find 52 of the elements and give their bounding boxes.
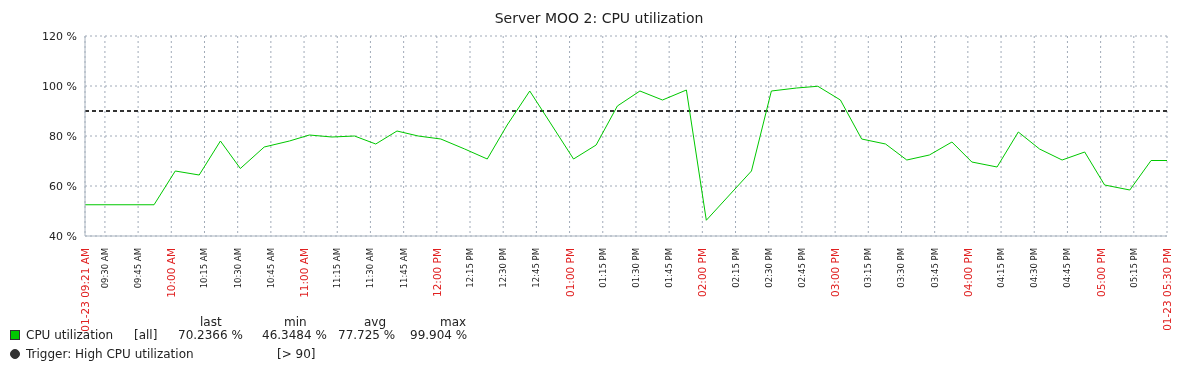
text: 70.2366 % — [178, 328, 243, 342]
x-tick-label: 02:30 PM — [763, 248, 774, 288]
chart-title: Server MOO 2: CPU utilization — [493, 10, 705, 26]
x-tick-label: 12:45 PM — [531, 248, 542, 288]
x-tick-label: 02:45 PM — [796, 248, 807, 288]
x-tick-label: 01-23 09:21 AM — [79, 248, 91, 332]
x-tick-label: 12:00 PM — [430, 248, 443, 297]
x-tick-label: 04:30 PM — [1029, 248, 1040, 288]
x-tick-label: 10:45 AM — [265, 248, 276, 289]
x-tick-label: 12:15 PM — [465, 248, 476, 288]
x-tick-label: 03:45 PM — [929, 248, 940, 288]
x-tick-label: 01:00 PM — [563, 248, 576, 297]
x-tick-label: 11:15 AM — [332, 248, 343, 289]
x-tick-label: 09:30 AM — [99, 248, 110, 289]
x-tick-label: 10:30 AM — [232, 248, 243, 289]
x-tick-label: 01:30 PM — [630, 248, 641, 288]
x-tick-label: 01:15 PM — [597, 248, 608, 288]
x-tick-label: 11:00 AM — [298, 248, 311, 298]
y-tick-label: 80 % — [49, 129, 77, 143]
text: [all] — [134, 328, 158, 342]
x-tick-label: 03:15 PM — [863, 248, 874, 288]
x-tick-label: 01:45 PM — [664, 248, 675, 288]
x-tick-label: 12:30 PM — [498, 248, 509, 288]
y-tick-label: 100 % — [42, 79, 77, 93]
x-tick-label: 03:30 PM — [896, 248, 907, 288]
text: 99.904 % — [410, 328, 468, 342]
text: 46.3484 % — [262, 328, 327, 342]
x-tick-label: 04:00 PM — [961, 248, 974, 297]
x-tick-label: 10:00 AM — [165, 248, 178, 298]
text: [> 90] — [277, 347, 316, 361]
x-tick-label: 02:15 PM — [730, 248, 741, 288]
x-tick-label: 04:15 PM — [996, 248, 1007, 288]
x-tick-label: 01-23 05:30 PM — [1161, 248, 1173, 331]
x-tick-label: 05:00 PM — [1094, 248, 1107, 297]
y-tick-label: 120 % — [42, 29, 77, 43]
x-tick-label: 11:45 AM — [398, 248, 409, 289]
x-tick-label: 03:00 PM — [829, 248, 842, 297]
text: avg — [364, 315, 387, 329]
y-tick-label: 60 % — [49, 179, 77, 193]
text: min — [284, 315, 307, 329]
x-tick-label: 04:45 PM — [1062, 248, 1073, 288]
text: last — [200, 315, 222, 329]
x-tick-label: 05:15 PM — [1128, 248, 1139, 288]
x-tick-label: 10:15 AM — [199, 248, 210, 289]
x-tick-label: 11:30 AM — [365, 248, 376, 289]
x-tick-label: 09:45 AM — [133, 248, 144, 289]
text: max — [440, 315, 467, 329]
text: 77.725 % — [338, 328, 396, 342]
y-tick-label: 40 % — [49, 229, 77, 243]
x-tick-label: 02:00 PM — [696, 248, 709, 297]
line-series — [85, 85, 1167, 221]
legend-label: Trigger: High CPU utilization — [26, 347, 194, 361]
